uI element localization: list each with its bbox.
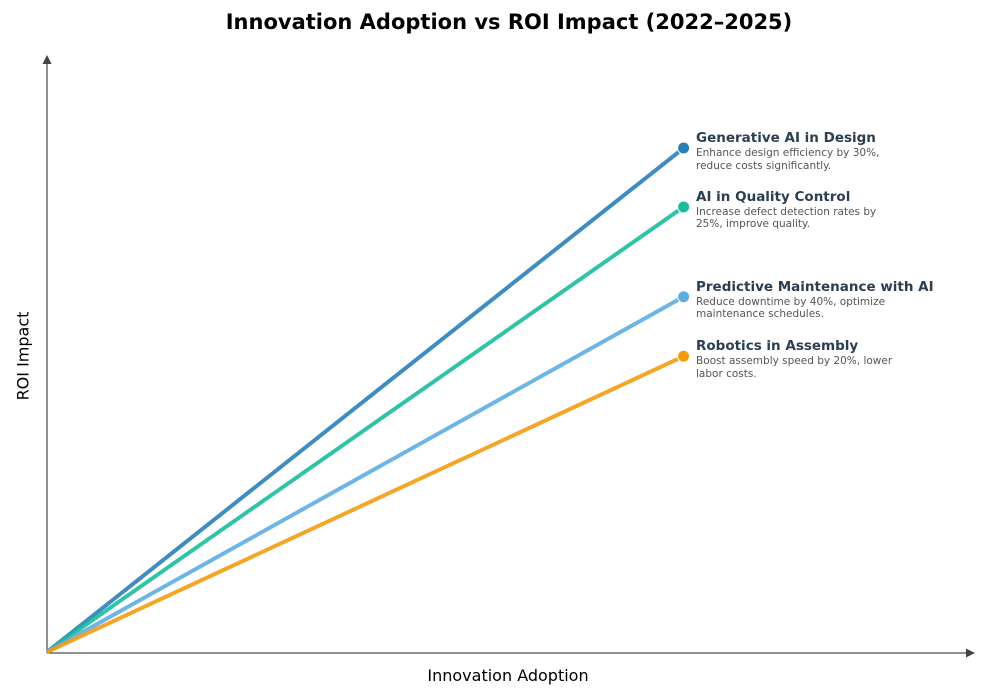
- x-axis-label: Innovation Adoption: [427, 666, 589, 685]
- series-endpoint-marker-2: [677, 290, 691, 304]
- annotation-title: Robotics in Assembly: [696, 338, 859, 355]
- annotation-title: Generative AI in Design: [696, 130, 876, 147]
- y-axis-arrow-icon: [42, 55, 52, 64]
- x-axis-arrow-icon: [966, 648, 975, 658]
- series-endpoint-marker-1: [677, 200, 691, 214]
- annotation-description: Enhance design efficiency by 30%, reduce…: [696, 147, 880, 172]
- annotation-description: Boost assembly speed by 20%, lower labor…: [696, 355, 893, 380]
- series-line-3: [46, 354, 685, 654]
- series-endpoint-marker-3: [677, 349, 691, 363]
- series-line-2: [46, 295, 685, 654]
- annotation-description: Increase defect detection rates by 25%, …: [696, 205, 877, 231]
- series-endpoint-marker-0: [677, 141, 691, 155]
- annotation-2: Predictive Maintenance with AI Reduce dow…: [696, 279, 934, 321]
- annotation-1: AI in Quality Control Increase defect det…: [696, 189, 906, 231]
- annotation-description: Reduce downtime by 40%, optimize mainten…: [696, 295, 886, 321]
- annotation-title: AI in Quality Control: [696, 188, 851, 205]
- annotation-3: Robotics in Assembly Boost assembly speed…: [696, 338, 906, 380]
- chart-title: Innovation Adoption vs ROI Impact (2022–…: [225, 10, 793, 34]
- y-axis-label: ROI Impact: [13, 311, 33, 401]
- annotation-0: Generative AI in Design Enhance design ef…: [696, 130, 906, 172]
- series-line-1: [45, 205, 685, 654]
- annotation-title: Predictive Maintenance with AI: [696, 278, 934, 295]
- series-line-0: [45, 146, 685, 654]
